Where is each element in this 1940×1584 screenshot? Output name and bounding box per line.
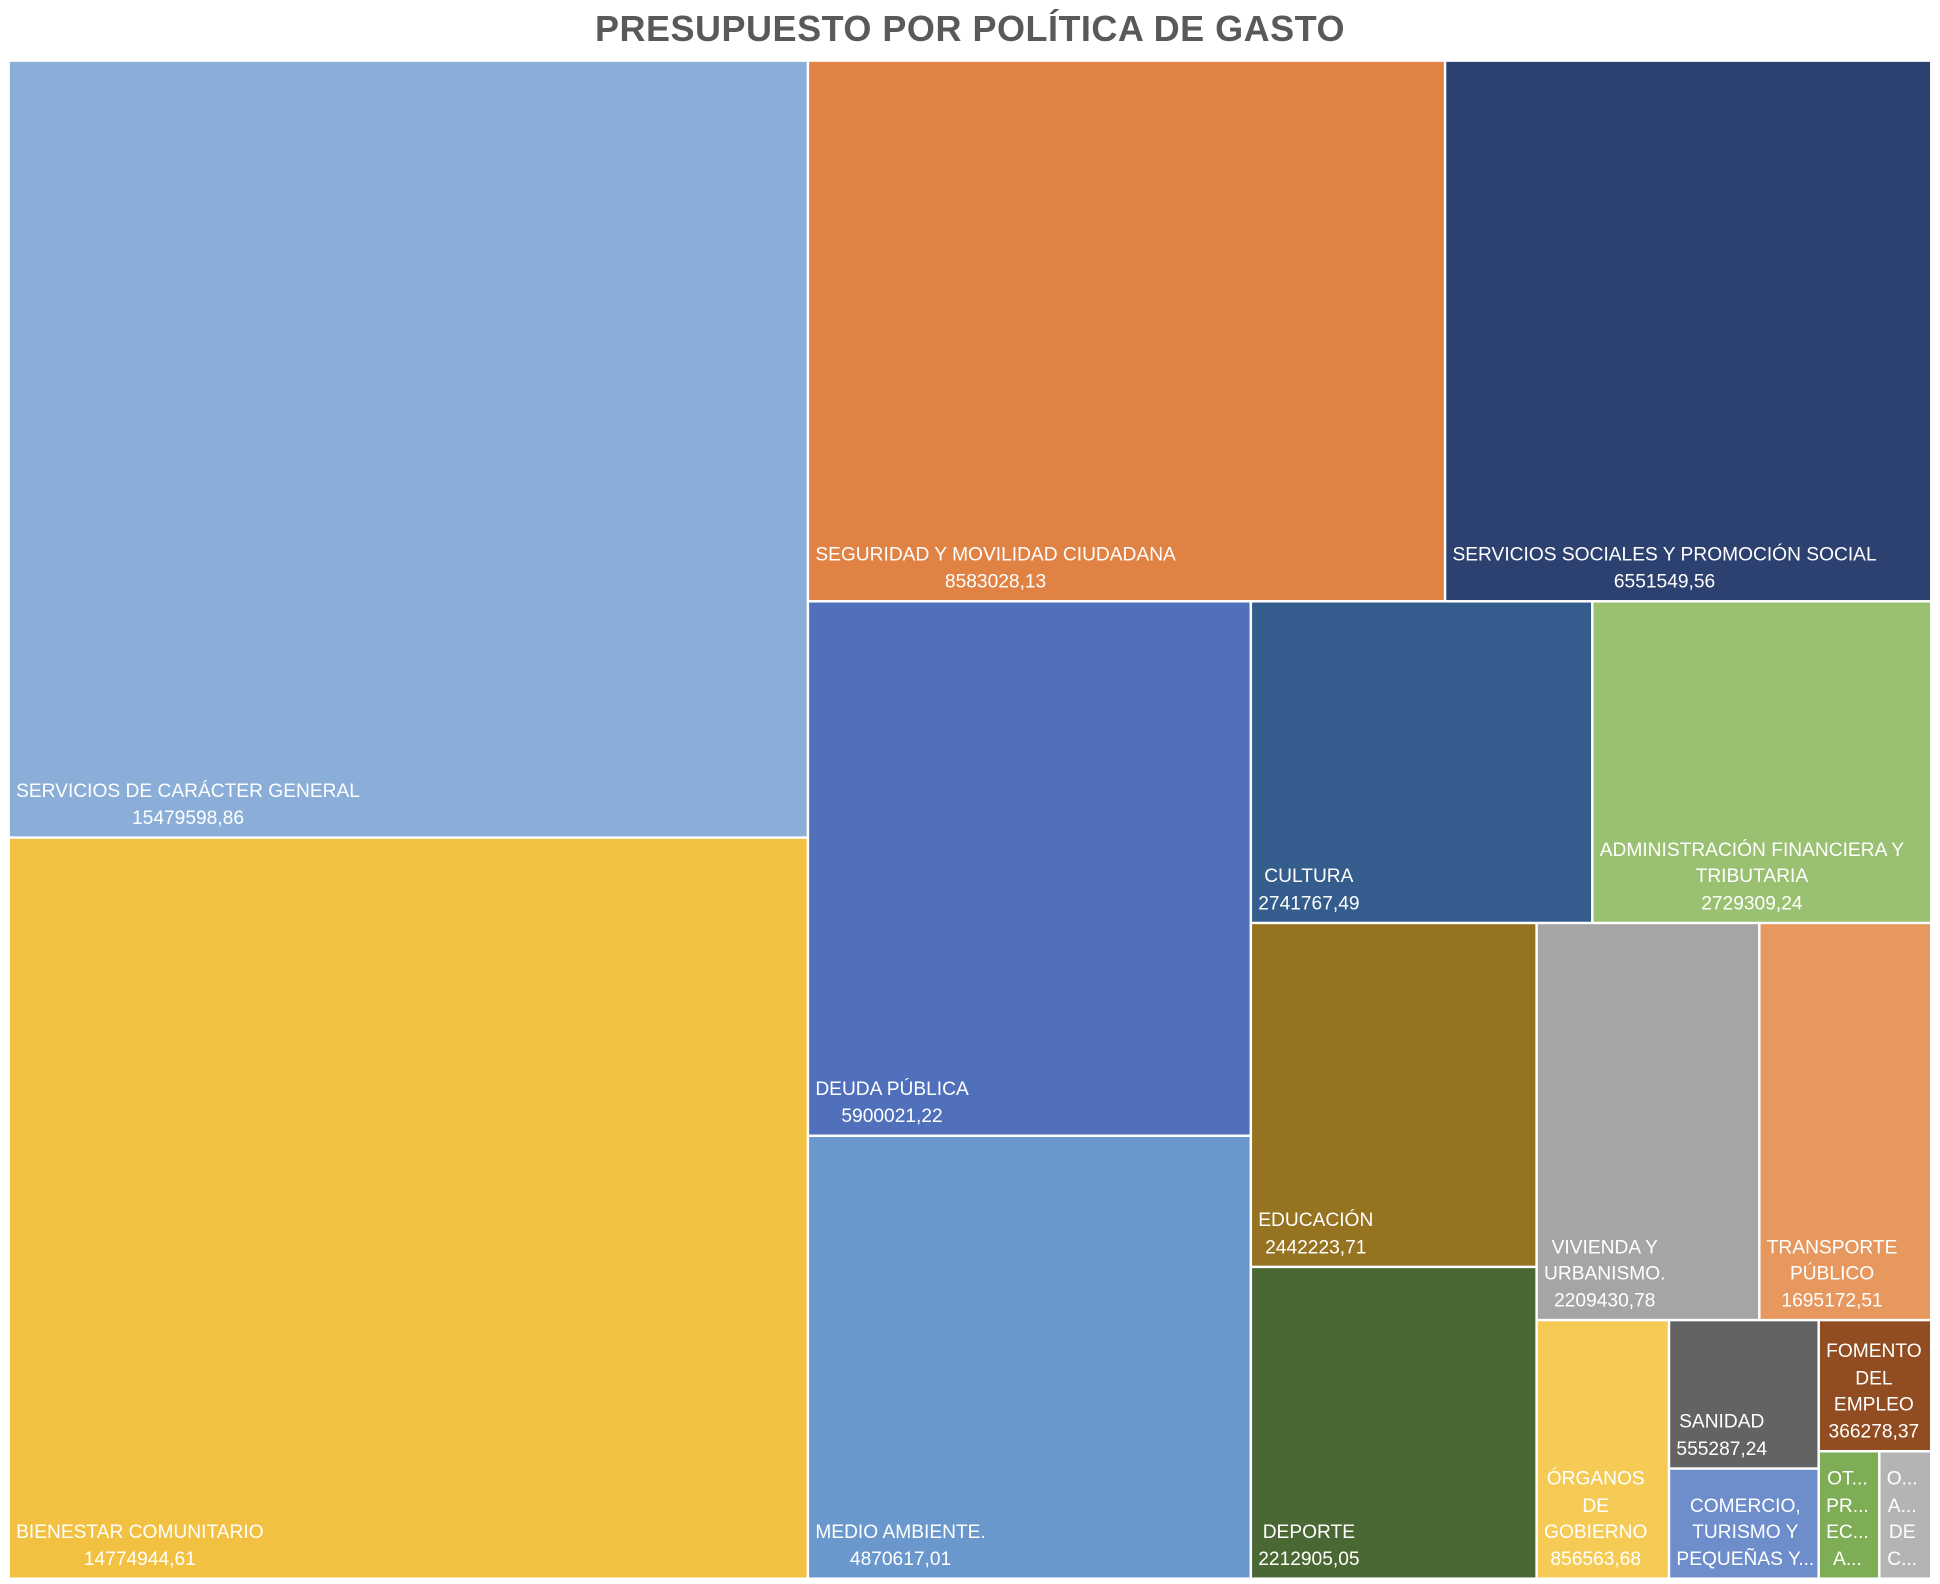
- treemap-tile: EDUCACIÓN 2442223,71: [1252, 924, 1536, 1266]
- tile-label: ADMINISTRACIÓN FINANCIERA Y TRIBUTARIA 27…: [1600, 837, 1904, 917]
- tile-label: ÓRGANOS DE GOBIERNO 856563,68: [1544, 1466, 1647, 1572]
- tile-category: DEUDA PÚBLICA: [815, 1078, 969, 1100]
- tile-category: VIVIENDA Y URBANISMO.: [1544, 1236, 1666, 1285]
- tile-label: VIVIENDA Y URBANISMO. 2209430,78: [1544, 1234, 1665, 1314]
- treemap-tile: SERVICIOS DE CARÁCTER GENERAL 15479598,86: [9, 61, 807, 837]
- treemap-tile: DEUDA PÚBLICA 5900021,22: [809, 602, 1250, 1135]
- tile-category: ADMINISTRACIÓN FINANCIERA Y TRIBUTARIA: [1599, 839, 1905, 888]
- tile-value: 5900021,22: [841, 1105, 943, 1127]
- tile-label: TRANSPORTE PÚBLICO 1695172,51: [1767, 1234, 1898, 1314]
- treemap-tile: FOMENTO DEL EMPLEO 366278,37: [1819, 1321, 1931, 1450]
- tile-category: TRANSPORTE PÚBLICO: [1766, 1236, 1898, 1285]
- tile-label: FOMENTO DEL EMPLEO 366278,37: [1826, 1339, 1922, 1445]
- treemap-tile: SERVICIOS SOCIALES Y PROMOCIÓN SOCIAL 655…: [1446, 61, 1931, 601]
- tile-value: 2212905,05: [1258, 1548, 1360, 1570]
- tile-value: 4870617,01: [849, 1548, 952, 1570]
- treemap-tile: ÓRGANOS DE GOBIERNO 856563,68: [1537, 1321, 1668, 1578]
- tile-category: ÓRGANOS DE GOBIERNO: [1544, 1468, 1648, 1543]
- tile-label: EDUCACIÓN 2442223,71: [1258, 1208, 1373, 1261]
- tile-category: MEDIO AMBIENTE.: [815, 1521, 986, 1543]
- tile-label: SEGURIDAD Y MOVILIDAD CIUDADANA 8583028,1…: [815, 542, 1176, 595]
- tile-label: DEPORTE 2212905,05: [1258, 1519, 1359, 1572]
- tile-category: CULTURA: [1264, 866, 1354, 888]
- tile-value: 15479598,86: [132, 807, 244, 829]
- tile-value: 14774944,61: [83, 1548, 196, 1570]
- tile-value: 6551549,56: [1613, 570, 1716, 593]
- treemap-tile: OT... PR... EC... A...: [1819, 1452, 1879, 1578]
- treemap-tile: SEGURIDAD Y MOVILIDAD CIUDADANA 8583028,1…: [809, 61, 1444, 601]
- tile-category: OT... PR... EC... A...: [1826, 1468, 1869, 1570]
- tile-label: CULTURA 2741767,49: [1258, 864, 1359, 917]
- tile-category: BIENESTAR COMUNITARIO: [16, 1521, 264, 1543]
- tile-label: COMERCIO, TURISMO Y PEQUEÑAS Y...: [1676, 1493, 1814, 1573]
- tile-value: 1695172,51: [1781, 1289, 1883, 1311]
- treemap-tile: DEPORTE 2212905,05: [1252, 1268, 1536, 1578]
- tile-label: OT... PR... EC... A...: [1826, 1466, 1869, 1572]
- treemap-tile: MEDIO AMBIENTE. 4870617,01: [809, 1136, 1250, 1578]
- tile-label: DEUDA PÚBLICA 5900021,22: [815, 1076, 968, 1129]
- treemap-tile: COMERCIO, TURISMO Y PEQUEÑAS Y...: [1670, 1469, 1818, 1578]
- tile-category: SERVICIOS DE CARÁCTER GENERAL: [16, 780, 360, 802]
- tile-value: 555287,24: [1676, 1438, 1768, 1460]
- treemap-tile: CULTURA 2741767,49: [1252, 602, 1592, 922]
- treemap-tile: TRANSPORTE PÚBLICO 1695172,51: [1760, 924, 1931, 1319]
- treemap-tile: SANIDAD 555287,24: [1670, 1321, 1818, 1468]
- tile-category: EDUCACIÓN: [1258, 1209, 1374, 1232]
- tile-label: MEDIO AMBIENTE. 4870617,01: [815, 1519, 986, 1572]
- tile-value: 2442223,71: [1265, 1236, 1367, 1258]
- tile-category: FOMENTO DEL EMPLEO: [1826, 1341, 1922, 1416]
- tile-category: O... A... DE C...: [1886, 1468, 1918, 1570]
- tile-category: DEPORTE: [1262, 1521, 1356, 1543]
- tile-category: COMERCIO, TURISMO Y PEQUEÑAS Y...: [1676, 1495, 1815, 1570]
- treemap-tile: BIENESTAR COMUNITARIO 14774944,61: [9, 838, 807, 1578]
- tile-category: SEGURIDAD Y MOVILIDAD CIUDADANA: [815, 544, 1176, 566]
- treemap-tile: ADMINISTRACIÓN FINANCIERA Y TRIBUTARIA 27…: [1593, 602, 1931, 922]
- treemap-tile: O... A... DE C...: [1880, 1452, 1931, 1578]
- tile-value: 856563,68: [1550, 1548, 1642, 1570]
- tile-label: BIENESTAR COMUNITARIO 14774944,61: [16, 1519, 264, 1572]
- tile-value: 2741767,49: [1258, 892, 1360, 914]
- tile-label: SERVICIOS SOCIALES Y PROMOCIÓN SOCIAL 655…: [1452, 542, 1876, 595]
- tile-value: 8583028,13: [944, 570, 1047, 593]
- tile-label: SERVICIOS DE CARÁCTER GENERAL 15479598,86: [16, 778, 360, 831]
- treemap-tile: VIVIENDA Y URBANISMO. 2209430,78: [1537, 924, 1759, 1319]
- tile-label: SANIDAD 555287,24: [1676, 1409, 1767, 1462]
- tile-category: SANIDAD: [1679, 1411, 1765, 1433]
- chart-title: PRESUPUESTO POR POLÍTICA DE GASTO: [595, 8, 1345, 49]
- tile-value: 2209430,78: [1554, 1289, 1656, 1311]
- tile-label: O... A... DE C...: [1887, 1466, 1918, 1572]
- tile-value: 366278,37: [1828, 1420, 1920, 1442]
- tile-category: SERVICIOS SOCIALES Y PROMOCIÓN SOCIAL: [1452, 544, 1877, 566]
- tile-value: 2729309,24: [1701, 892, 1803, 914]
